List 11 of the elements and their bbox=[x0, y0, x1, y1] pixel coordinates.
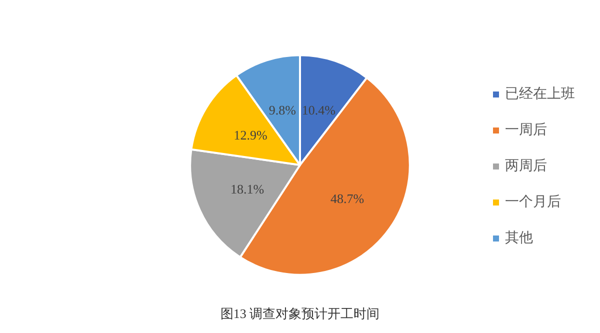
legend-label: 其他 bbox=[505, 230, 533, 246]
legend-label: 一个月后 bbox=[505, 194, 561, 210]
data-label: 9.8% bbox=[268, 102, 296, 118]
data-label: 10.4% bbox=[302, 102, 336, 118]
data-label: 12.9% bbox=[234, 127, 268, 142]
data-label: 18.1% bbox=[230, 181, 264, 196]
text: 图13 调查对象预计开工时间 bbox=[220, 306, 380, 321]
legend-label: 已经在上班 bbox=[505, 86, 575, 102]
legend-label: 两周后 bbox=[505, 158, 547, 174]
legend-label: 一周后 bbox=[505, 122, 547, 138]
data-label: 48.7% bbox=[330, 190, 364, 206]
